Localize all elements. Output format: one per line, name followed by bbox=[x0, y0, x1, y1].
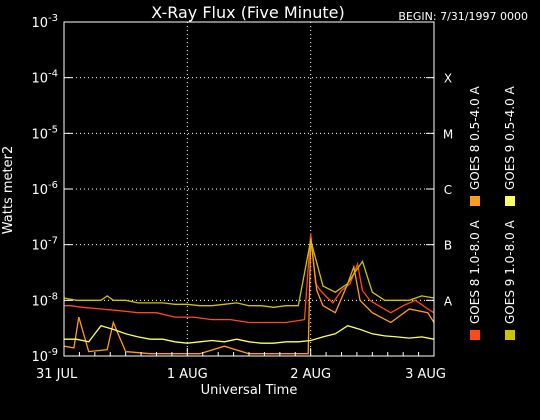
x-tick-label: 31 JUL bbox=[36, 367, 78, 382]
x-tick-label: 1 AUG bbox=[167, 367, 208, 382]
grid bbox=[64, 22, 434, 356]
series-line-1 bbox=[64, 233, 435, 324]
y-tick-label: 10-5 bbox=[31, 124, 58, 142]
y-tick-label: 10-7 bbox=[31, 236, 58, 254]
legend-label-4: GOES 9 0.5-4.0 A bbox=[503, 85, 517, 190]
legend: GOES 8 1.0-8.0 A GOES 8 0.5-4.0 A GOES 9 1… bbox=[468, 85, 517, 340]
legend-swatch-1 bbox=[470, 330, 480, 340]
legend-swatch-3 bbox=[505, 330, 515, 340]
legend-label-1: GOES 8 1.0-8.0 A bbox=[468, 219, 482, 324]
legend-label-2: GOES 8 0.5-4.0 A bbox=[468, 85, 482, 190]
flare-class-labels: A B C M X bbox=[443, 72, 453, 309]
chart-title: X-Ray Flux (Five Minute) bbox=[151, 3, 344, 22]
legend-swatch-2 bbox=[470, 196, 480, 206]
y-tick-label: 10-4 bbox=[31, 69, 58, 87]
series-line-2 bbox=[63, 238, 435, 355]
series-layer bbox=[63, 233, 435, 355]
y-tick-label: 10-9 bbox=[31, 347, 58, 365]
flare-class-A: A bbox=[444, 294, 453, 308]
begin-label: BEGIN: 7/31/1997 0000 bbox=[398, 10, 528, 23]
x-axis-label: Universal Time bbox=[201, 383, 298, 398]
series-line-3 bbox=[63, 240, 435, 308]
x-axis-ticks: 31 JUL 1 AUG 2 AUG 3 AUG bbox=[36, 348, 446, 382]
y-tick-label: 10-6 bbox=[31, 180, 58, 198]
y-tick-label: 10-8 bbox=[31, 291, 58, 309]
legend-swatch-4 bbox=[505, 196, 515, 206]
x-tick-label: 3 AUG bbox=[405, 367, 446, 382]
y-tick-label: 10-3 bbox=[31, 13, 58, 31]
flare-class-B: B bbox=[444, 239, 452, 253]
flare-class-C: C bbox=[444, 183, 452, 197]
y-axis-ticks: 10-9 10-8 10-7 10-6 10-5 10-4 10-3 bbox=[31, 13, 434, 365]
flare-class-X: X bbox=[444, 72, 452, 86]
y-axis-label: Watts meter2 bbox=[1, 146, 16, 234]
legend-label-3: GOES 9 1.0-8.0 A bbox=[503, 219, 517, 324]
flare-class-M: M bbox=[443, 127, 453, 141]
series-line-4 bbox=[64, 324, 435, 344]
x-tick-label: 2 AUG bbox=[290, 367, 331, 382]
